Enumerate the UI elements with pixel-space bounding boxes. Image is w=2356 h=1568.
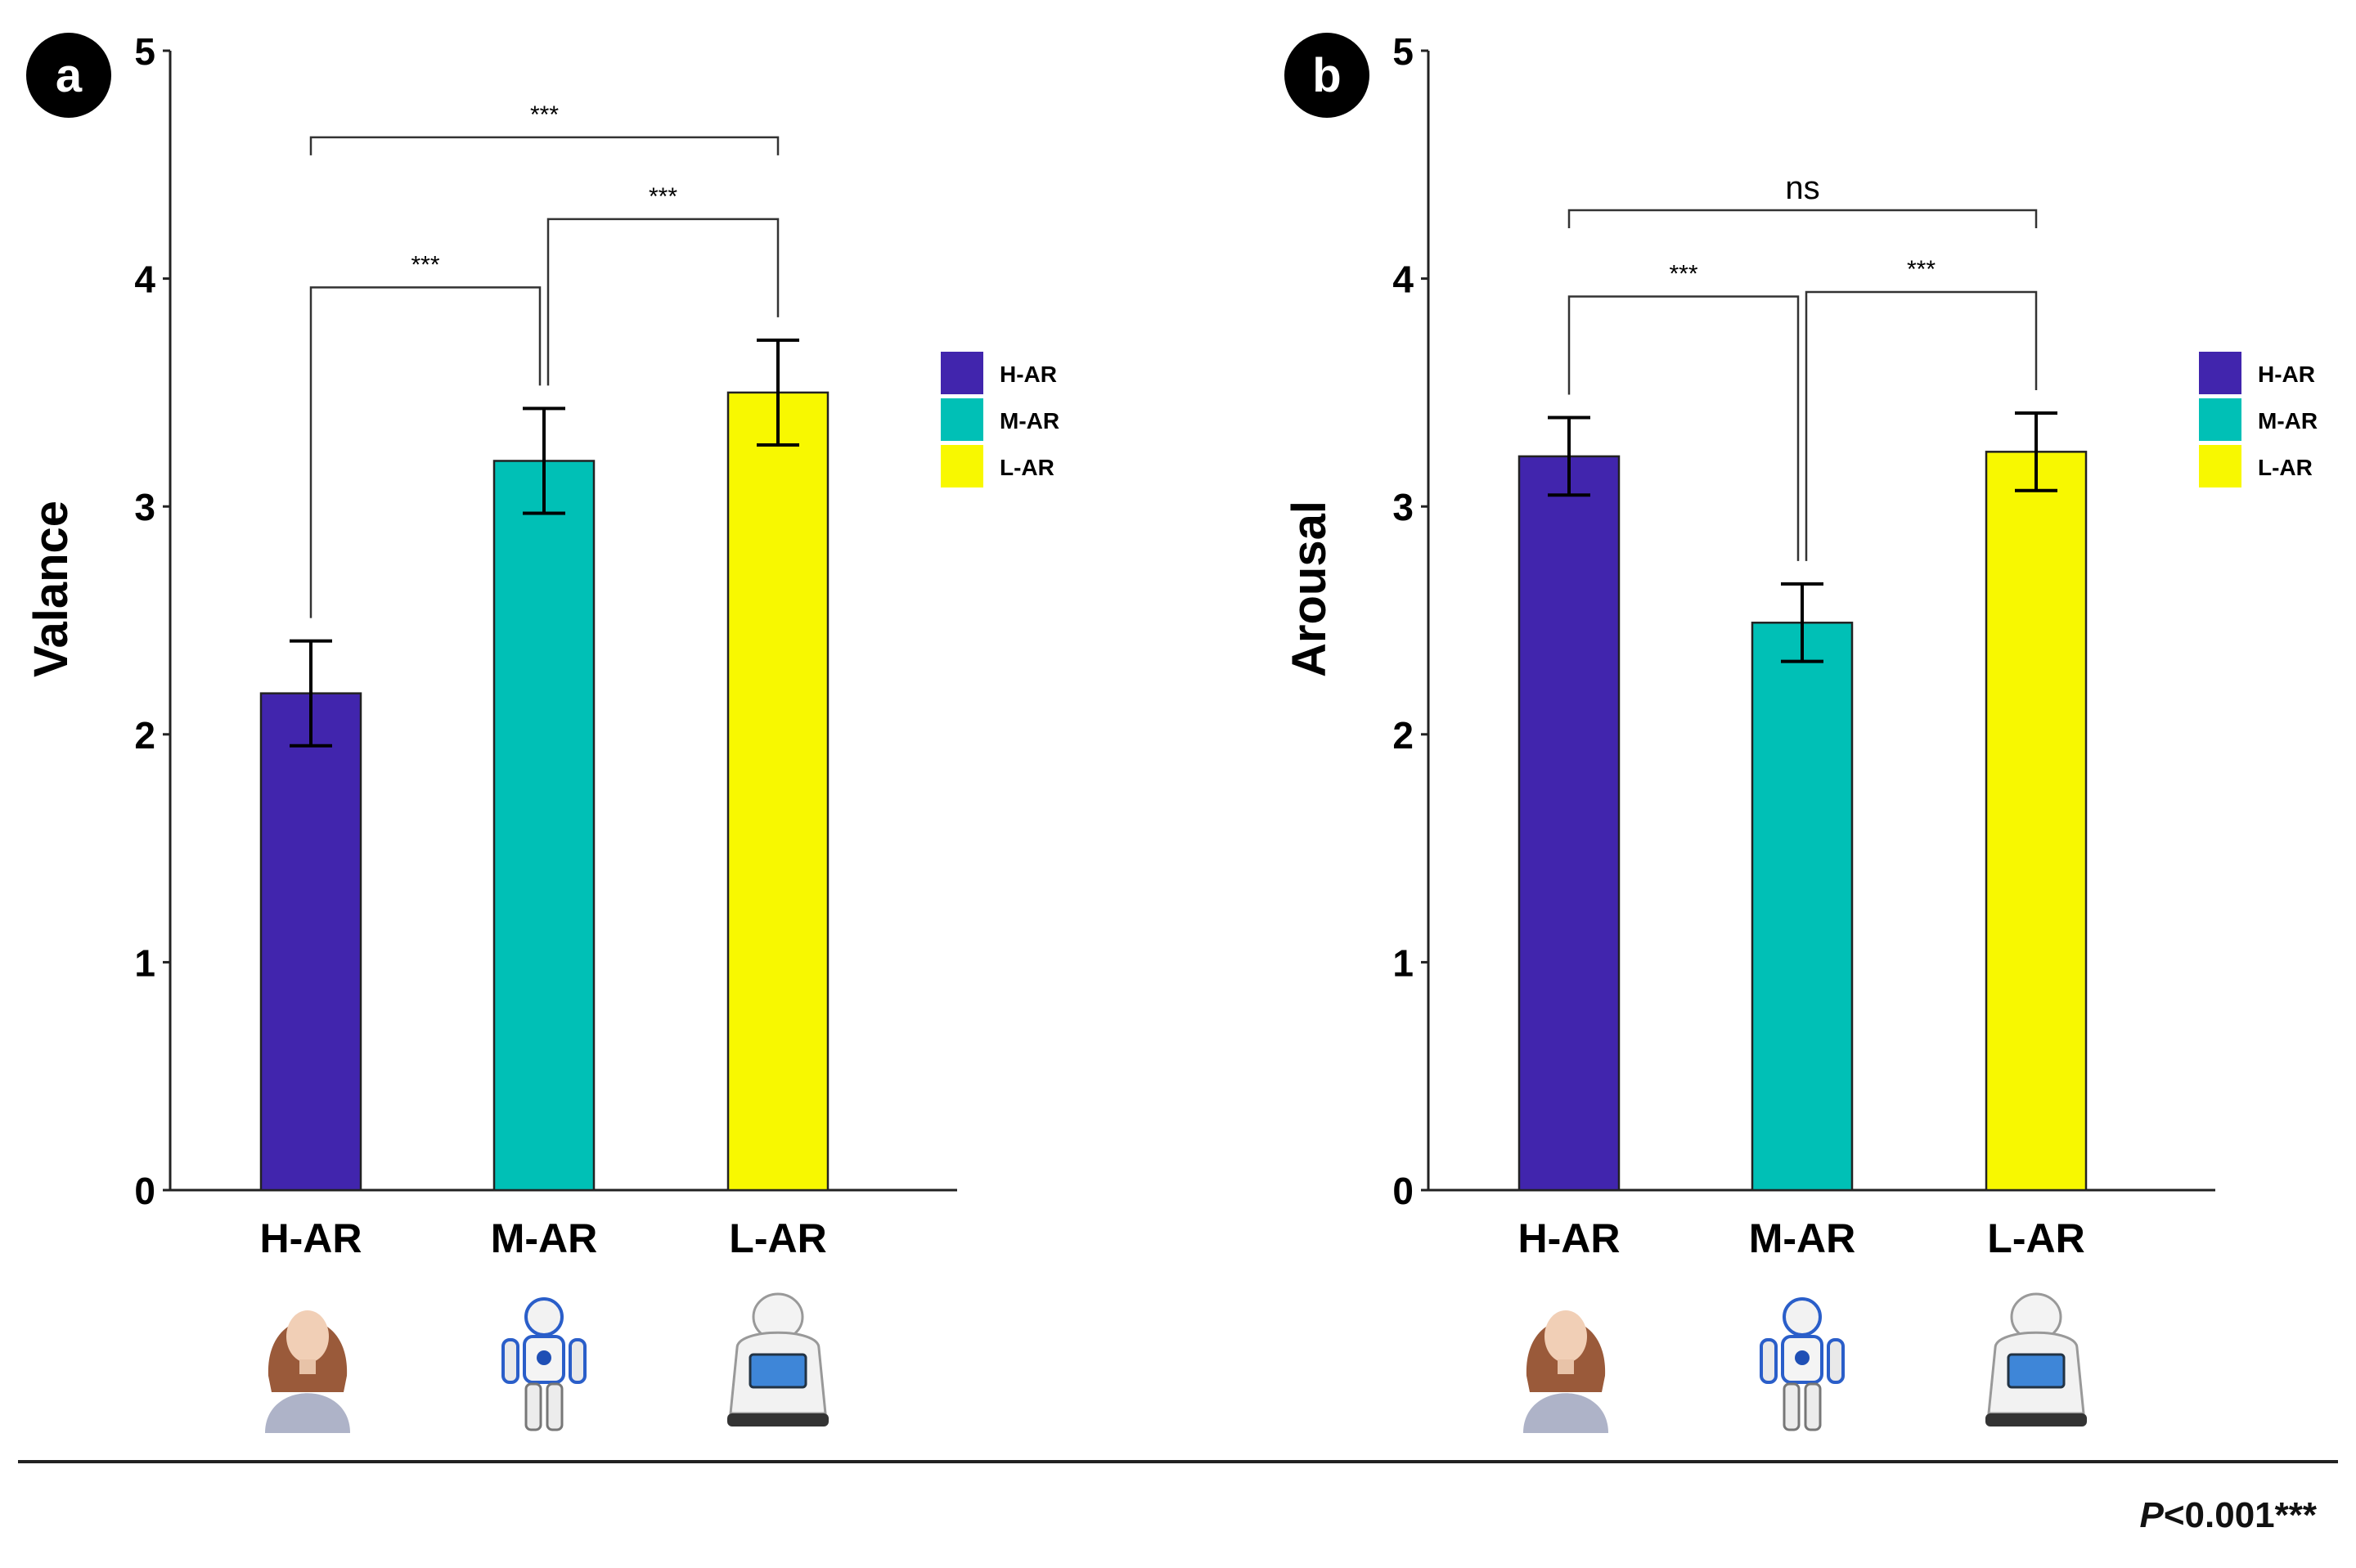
- female-android-illustration: [265, 1310, 350, 1433]
- robot-chest-light: [537, 1350, 551, 1365]
- robot-head-shape: [524, 1297, 564, 1337]
- p-threshold: <0.001***: [2163, 1495, 2317, 1535]
- female-android-illustration: [1523, 1310, 1608, 1433]
- service-robot-illustration: [1985, 1292, 2087, 1426]
- significance-label: ns: [1785, 170, 1819, 206]
- significance-label: ***: [649, 183, 677, 210]
- robot-head-shape: [1783, 1297, 1822, 1337]
- panel-a: a Valance 0 1 2 3 4 5 H-AR M-AR L-AR *** *** *** H-AR M…: [25, 30, 1059, 1433]
- y-tick-label: 1: [1392, 941, 1414, 984]
- panel-badge: [26, 33, 111, 118]
- x-tick-label: H-AR: [1518, 1215, 1621, 1261]
- y-axis-label: Arousal: [1283, 501, 1336, 677]
- significance-bracket: [1805, 290, 2038, 561]
- x-tick-label: M-AR: [491, 1215, 598, 1261]
- significance-label: ***: [530, 101, 559, 128]
- legend-swatch: [2199, 352, 2241, 394]
- panel-b: b Arousal 0 1 2 3 4 5 H-AR M-AR L-AR ns *** *** H-AR M-…: [1283, 30, 2318, 1433]
- y-tick-label: 0: [134, 1170, 155, 1212]
- x-tick-label: L-AR: [729, 1215, 826, 1261]
- significance-label: ***: [411, 251, 439, 278]
- humanoid-robot-illustration: [1760, 1297, 1845, 1431]
- y-tick-label: 1: [134, 941, 155, 984]
- y-axis-label: Valance: [25, 501, 78, 677]
- y-tick-label: 0: [1392, 1170, 1414, 1212]
- significance-bracket: [309, 136, 780, 155]
- bar-h-ar: [1517, 455, 1621, 1192]
- legend-label: L-AR: [1000, 455, 1054, 480]
- bar-l-ar: [726, 391, 830, 1192]
- robot-right-leg: [546, 1382, 564, 1431]
- panel-badge: [1284, 33, 1369, 118]
- robot-left-leg: [1783, 1382, 1801, 1431]
- robot-right-leg: [1804, 1382, 1822, 1431]
- service-robot-base: [727, 1413, 829, 1426]
- panel-label: b: [1312, 49, 1341, 102]
- robot-left-leg: [524, 1382, 542, 1431]
- significance-bracket: [309, 286, 542, 618]
- legend-swatch: [941, 445, 983, 487]
- significance-bracket: [1567, 209, 2038, 228]
- significance-label: ***: [1907, 256, 1936, 283]
- service-robot-base: [1985, 1413, 2087, 1426]
- legend-label: M-AR: [2258, 408, 2318, 434]
- x-tick-label: M-AR: [1749, 1215, 1856, 1261]
- robot-right-arm: [569, 1338, 587, 1384]
- robot-left-arm: [1760, 1338, 1778, 1384]
- legend-swatch: [2199, 445, 2241, 487]
- bar-m-ar: [1751, 622, 1854, 1192]
- service-robot-screen: [2007, 1353, 2066, 1389]
- sweater-shape: [1523, 1393, 1608, 1433]
- significance-bracket: [1567, 295, 1800, 561]
- y-tick-label: 2: [134, 714, 155, 757]
- sweater-shape: [265, 1393, 350, 1433]
- robot-right-arm: [1827, 1338, 1845, 1384]
- face-shape: [1544, 1310, 1587, 1363]
- neck-shape: [1558, 1359, 1574, 1374]
- significance-label: ***: [1669, 261, 1697, 288]
- legend-label: L-AR: [2258, 455, 2313, 480]
- robot-chest-light: [1795, 1350, 1810, 1365]
- bar-m-ar: [492, 460, 596, 1192]
- significance-bracket: [546, 218, 780, 386]
- x-tick-label: L-AR: [1987, 1215, 2084, 1261]
- bar-h-ar: [259, 692, 362, 1192]
- bar-l-ar: [1985, 451, 2088, 1192]
- p-symbol: P: [2139, 1495, 2164, 1535]
- x-tick-label: H-AR: [260, 1215, 362, 1261]
- legend-swatch: [941, 352, 983, 394]
- y-tick-label: 5: [1392, 30, 1414, 73]
- humanoid-robot-illustration: [501, 1297, 587, 1431]
- service-robot-screen: [749, 1353, 807, 1389]
- face-shape: [286, 1310, 329, 1363]
- legend-swatch: [2199, 398, 2241, 441]
- y-tick-label: 3: [1392, 486, 1414, 528]
- y-tick-label: 4: [134, 258, 155, 301]
- p-value-footnote: P<0.001***: [2139, 1495, 2317, 1536]
- legend-label: M-AR: [1000, 408, 1059, 434]
- legend-label: H-AR: [2258, 362, 2315, 387]
- robot-left-arm: [501, 1338, 519, 1384]
- legend-swatch: [941, 398, 983, 441]
- service-robot-illustration: [727, 1292, 829, 1426]
- y-tick-label: 3: [134, 486, 155, 528]
- neck-shape: [299, 1359, 316, 1374]
- y-tick-label: 4: [1392, 258, 1414, 301]
- y-tick-label: 5: [134, 30, 155, 73]
- panel-label: a: [56, 49, 83, 102]
- y-tick-label: 2: [1392, 714, 1414, 757]
- legend-label: H-AR: [1000, 362, 1057, 387]
